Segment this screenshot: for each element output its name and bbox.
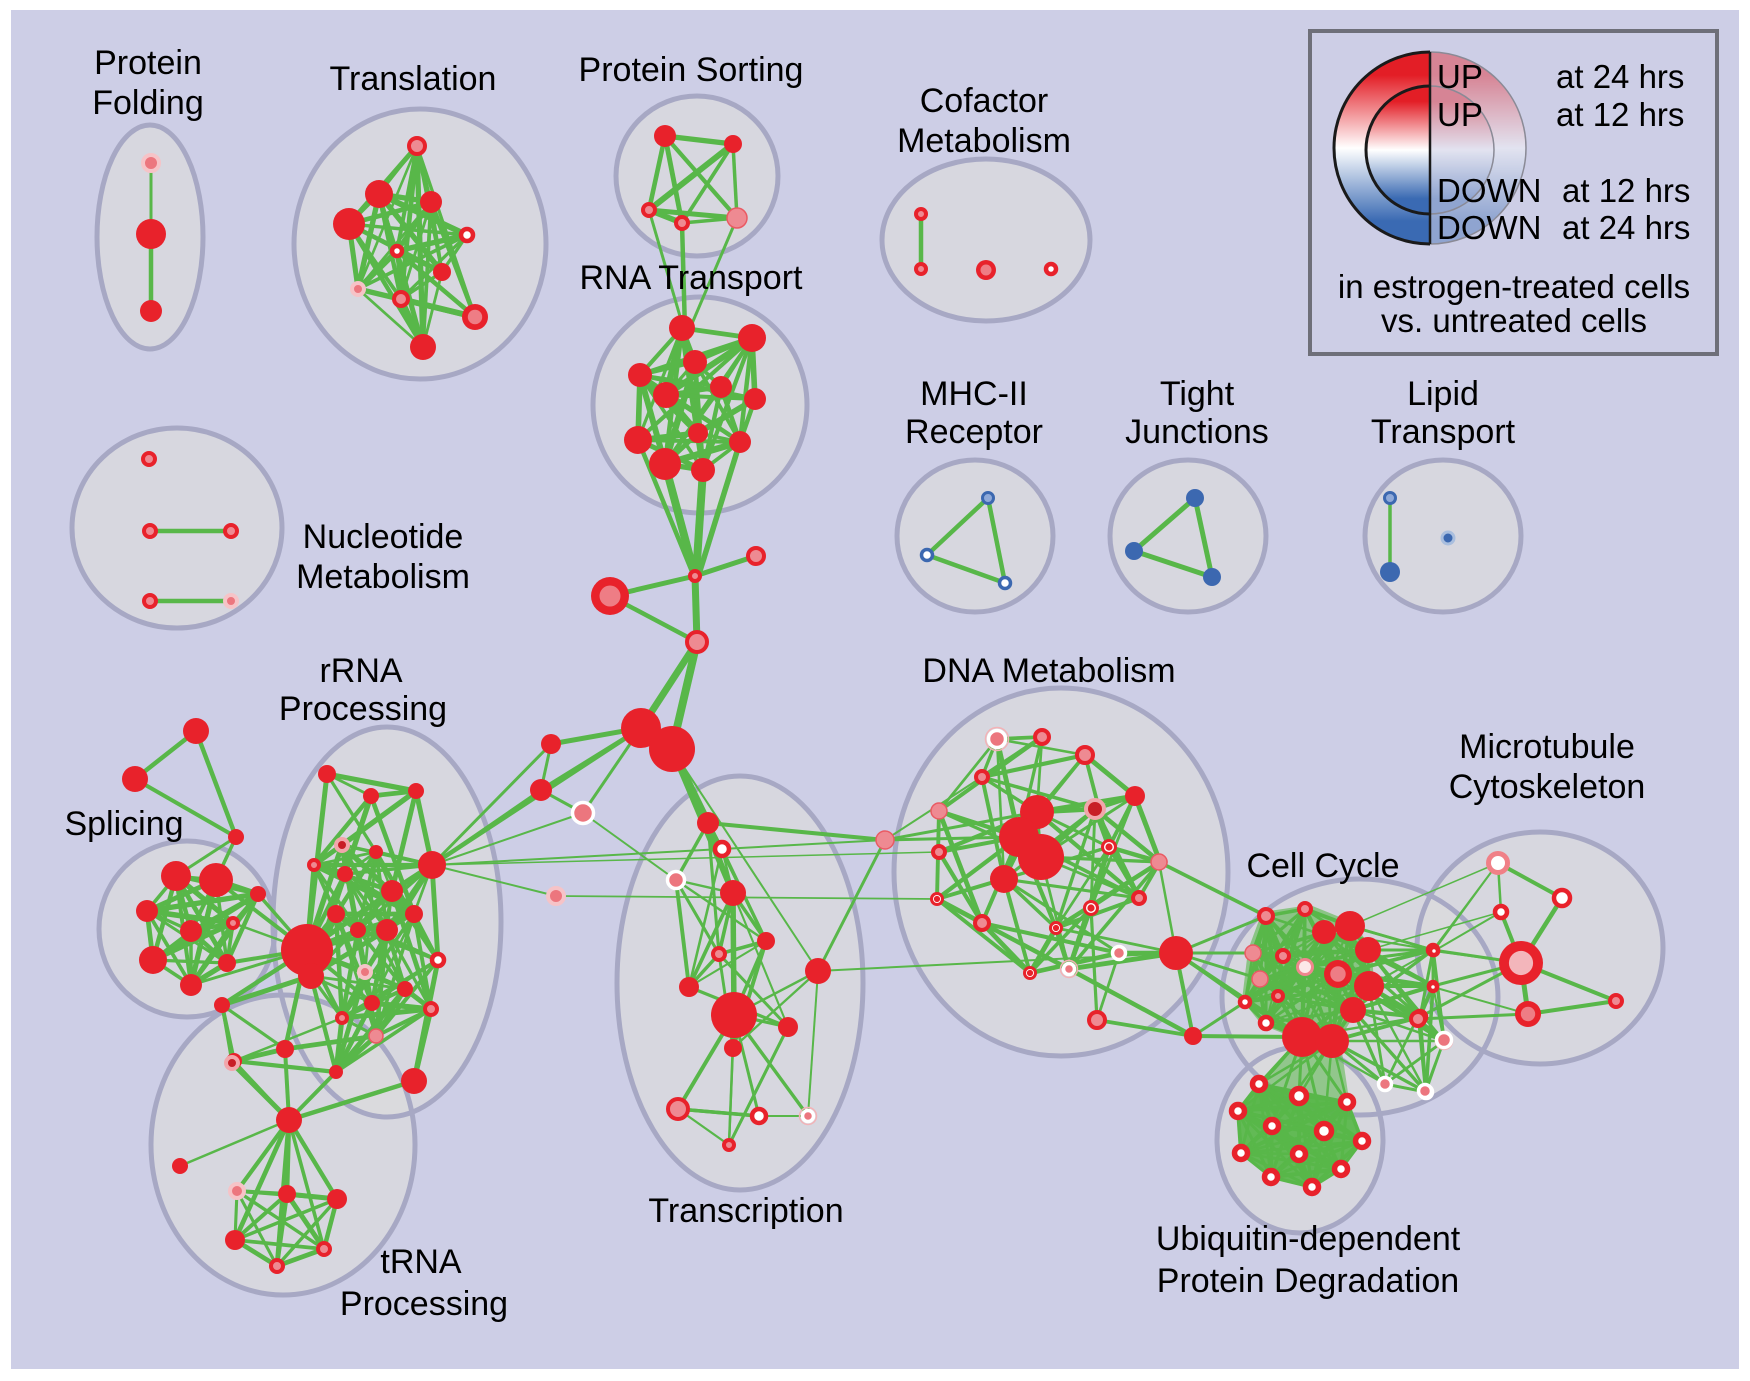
- svg-text:MHC-II: MHC-II: [920, 375, 1028, 413]
- svg-text:at 24 hrs: at 24 hrs: [1562, 209, 1690, 246]
- svg-text:RNA Transport: RNA Transport: [580, 259, 804, 297]
- svg-text:Processing: Processing: [340, 1285, 508, 1323]
- svg-text:at 12 hrs: at 12 hrs: [1562, 172, 1690, 209]
- svg-text:Folding: Folding: [92, 84, 204, 122]
- svg-text:Tight: Tight: [1160, 375, 1235, 413]
- svg-text:in estrogen-treated cells: in estrogen-treated cells: [1338, 268, 1690, 305]
- svg-text:UP: UP: [1437, 96, 1483, 133]
- svg-text:at 24 hrs: at 24 hrs: [1556, 58, 1684, 95]
- svg-text:UP: UP: [1437, 58, 1483, 95]
- svg-text:DOWN: DOWN: [1437, 172, 1541, 209]
- svg-text:Transcription: Transcription: [648, 1192, 843, 1230]
- svg-text:tRNA: tRNA: [380, 1243, 462, 1281]
- svg-text:at 12 hrs: at 12 hrs: [1556, 96, 1684, 133]
- svg-text:vs. untreated cells: vs. untreated cells: [1381, 302, 1647, 339]
- svg-text:Protein Degradation: Protein Degradation: [1157, 1262, 1459, 1300]
- svg-text:Microtubule: Microtubule: [1459, 728, 1635, 766]
- svg-text:Protein Sorting: Protein Sorting: [579, 51, 804, 89]
- svg-text:Splicing: Splicing: [64, 805, 183, 843]
- svg-text:Cytoskeleton: Cytoskeleton: [1449, 768, 1646, 806]
- svg-text:Junctions: Junctions: [1125, 413, 1269, 451]
- svg-text:Translation: Translation: [330, 60, 497, 98]
- svg-text:Processing: Processing: [279, 690, 447, 728]
- svg-text:Ubiquitin-dependent: Ubiquitin-dependent: [1156, 1220, 1461, 1258]
- svg-text:Receptor: Receptor: [905, 413, 1043, 451]
- svg-text:Transport: Transport: [1371, 413, 1516, 451]
- svg-text:Protein: Protein: [94, 44, 202, 82]
- svg-text:DNA Metabolism: DNA Metabolism: [922, 652, 1175, 690]
- svg-text:Metabolism: Metabolism: [897, 122, 1071, 160]
- svg-text:Cell Cycle: Cell Cycle: [1246, 847, 1399, 885]
- svg-text:Metabolism: Metabolism: [296, 558, 470, 596]
- svg-text:Nucleotide: Nucleotide: [303, 518, 464, 556]
- svg-text:rRNA: rRNA: [319, 652, 402, 690]
- svg-text:Lipid: Lipid: [1407, 375, 1479, 413]
- svg-text:Cofactor: Cofactor: [920, 82, 1049, 120]
- svg-text:DOWN: DOWN: [1437, 209, 1541, 246]
